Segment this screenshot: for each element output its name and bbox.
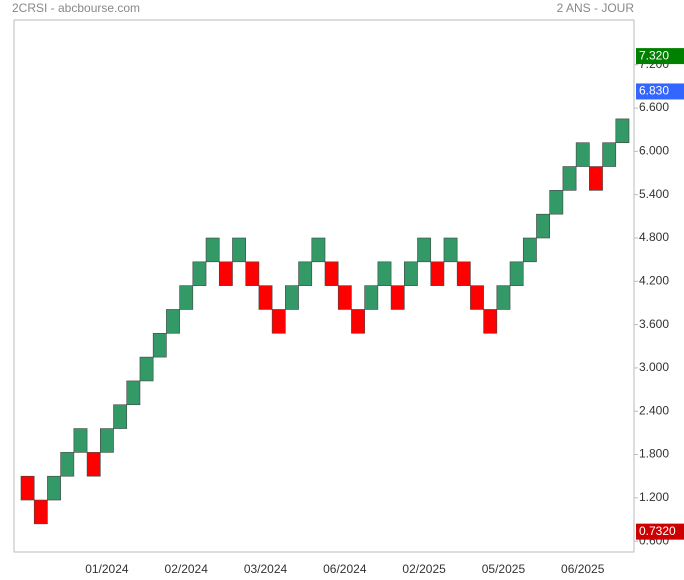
renko-brick	[483, 309, 498, 334]
renko-brick	[179, 285, 194, 310]
price-badge-label: 6.830	[639, 84, 669, 98]
renko-brick	[589, 166, 603, 191]
renko-brick	[166, 309, 180, 334]
renko-brick	[615, 118, 630, 144]
renko-brick	[536, 213, 550, 239]
x-tick-label: 06/2025	[561, 562, 605, 576]
y-tick-label: 5.400	[639, 187, 669, 201]
renko-brick	[522, 237, 537, 263]
renko-brick	[205, 237, 220, 263]
renko-brick	[377, 261, 392, 286]
renko-brick	[509, 261, 524, 286]
y-tick-label: 4.800	[639, 230, 669, 244]
renko-brick	[337, 285, 352, 310]
renko-brick	[285, 285, 299, 310]
renko-brick	[575, 142, 590, 167]
renko-brick	[192, 261, 207, 286]
y-tick-label: 3.600	[639, 317, 669, 331]
y-tick-label: 1.200	[639, 490, 669, 504]
renko-brick	[60, 452, 75, 477]
price-badge-label: 0.7320	[639, 524, 676, 538]
renko-brick	[417, 237, 432, 263]
renko-brick	[139, 356, 154, 382]
renko-brick	[470, 285, 484, 310]
renko-brick	[298, 261, 313, 286]
y-tick-label: 3.000	[639, 360, 669, 374]
price-badge-label: 7.320	[639, 48, 669, 62]
renko-brick	[602, 142, 617, 167]
x-tick-label: 05/2025	[482, 562, 526, 576]
y-tick-label: 1.800	[639, 447, 669, 461]
renko-brick	[351, 309, 365, 334]
renko-brick	[311, 237, 326, 263]
y-tick-label: 4.200	[639, 273, 669, 287]
chart-subtitle: 2 ANS - JOUR	[557, 1, 635, 15]
renko-brick	[113, 404, 128, 429]
renko-brick	[73, 428, 88, 453]
y-tick-label: 2.400	[639, 403, 669, 417]
x-tick-label: 03/2024	[244, 562, 288, 576]
renko-brick	[86, 452, 101, 477]
renko-brick	[390, 285, 405, 310]
renko-brick	[100, 428, 114, 453]
renko-brick	[496, 285, 511, 310]
renko-brick	[20, 475, 35, 501]
x-tick-label: 02/2025	[402, 562, 446, 576]
renko-brick	[562, 166, 577, 191]
renko-brick	[364, 285, 379, 310]
renko-brick	[47, 475, 61, 501]
renko-brick	[456, 261, 471, 286]
renko-brick	[232, 237, 246, 263]
x-tick-label: 01/2024	[85, 562, 129, 576]
price-badge	[636, 48, 684, 65]
chart-title: 2CRSI - abcbourse.com	[12, 1, 140, 15]
renko-brick	[258, 285, 273, 310]
renko-brick	[245, 261, 260, 286]
price-badge	[636, 83, 684, 100]
renko-brick	[404, 261, 418, 286]
renko-brick	[430, 261, 445, 286]
x-tick-label: 02/2024	[165, 562, 209, 576]
renko-brick	[324, 261, 339, 286]
renko-brick	[443, 237, 458, 263]
renko-brick	[126, 380, 141, 406]
renko-brick	[152, 332, 167, 358]
renko-brick	[218, 261, 233, 286]
plot-frame	[13, 19, 635, 553]
y-tick-label: 6.000	[639, 144, 669, 158]
renko-brick	[271, 309, 286, 334]
y-tick-label: 6.600	[639, 100, 669, 114]
renko-brick	[549, 190, 564, 215]
renko-brick	[33, 499, 48, 525]
x-tick-label: 06/2024	[323, 562, 367, 576]
price-badge	[636, 523, 684, 540]
